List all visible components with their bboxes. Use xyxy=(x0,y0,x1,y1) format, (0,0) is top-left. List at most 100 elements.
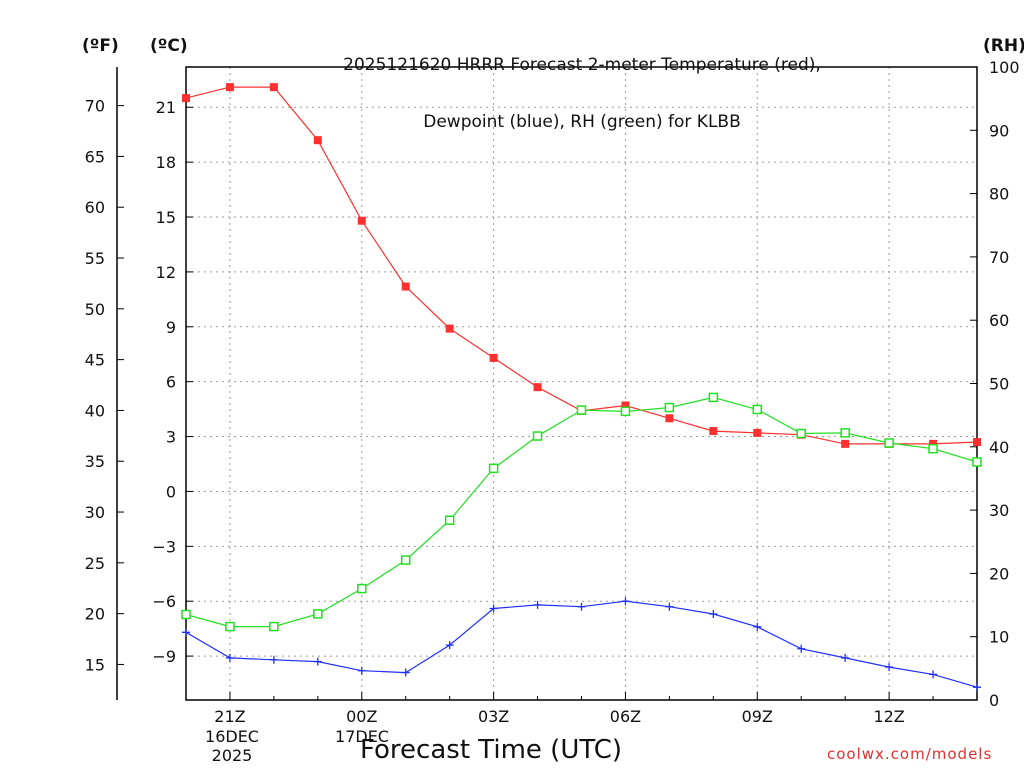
x-tick-label: 06Z xyxy=(610,707,641,726)
rh-point xyxy=(840,428,850,438)
temperature-point xyxy=(841,439,850,448)
dewpoint-point xyxy=(665,602,674,611)
celsius-tick-label: 0 xyxy=(166,482,176,501)
rh-point xyxy=(884,438,894,448)
fahrenheit-tick-label: 35 xyxy=(85,452,105,471)
rh-tick-label: 30 xyxy=(989,501,1009,520)
temperature-point xyxy=(445,324,454,333)
temperature-point xyxy=(709,427,718,436)
rh-tick-label: 50 xyxy=(989,375,1009,394)
temperature-point xyxy=(313,136,322,145)
rh-point xyxy=(488,463,499,474)
temperature-point xyxy=(533,383,542,392)
dewpoint-point xyxy=(357,666,366,675)
dewpoint-point xyxy=(445,641,454,650)
x-tick-label: 12Z xyxy=(873,707,904,726)
rh-tick-label: 40 xyxy=(989,438,1009,457)
celsius-tick-label: 15 xyxy=(156,208,176,227)
rh-point xyxy=(928,443,938,454)
rh-point xyxy=(796,428,806,439)
rh-line xyxy=(185,396,978,628)
temperature-point xyxy=(489,353,498,362)
dewpoint-point xyxy=(929,670,938,679)
fahrenheit-tick-label: 25 xyxy=(85,554,105,573)
fahrenheit-tick-label: 45 xyxy=(85,351,105,370)
dewpoint-point xyxy=(753,622,762,631)
celsius-tick-label: 9 xyxy=(166,318,176,337)
rh-point xyxy=(708,392,719,403)
temperature-point xyxy=(665,414,674,423)
rh-tick-label: 10 xyxy=(989,628,1009,647)
rh-tick-label: 80 xyxy=(989,185,1009,204)
x-tick-label: 03Z xyxy=(478,707,509,726)
rh-point xyxy=(400,555,411,565)
celsius-tick-label: −6 xyxy=(152,592,176,611)
fahrenheit-tick-label: 20 xyxy=(85,605,105,624)
fahrenheit-tick-label: 15 xyxy=(85,655,105,674)
fahrenheit-tick-label: 30 xyxy=(85,503,105,522)
x-axis-title: Forecast Time (UTC) xyxy=(360,735,623,765)
dewpoint-point xyxy=(182,628,190,637)
celsius-tick-label: 21 xyxy=(156,98,176,117)
dewpoint-line xyxy=(185,600,978,688)
temperature-point xyxy=(182,94,190,103)
dewpoint-point xyxy=(709,610,718,619)
rh-point xyxy=(181,609,191,620)
fahrenheit-tick-label: 50 xyxy=(85,300,105,319)
temperature-point xyxy=(929,439,938,448)
temperature-point xyxy=(269,83,278,92)
rh-tick-label: 20 xyxy=(989,564,1009,583)
rh-tick-label: 60 xyxy=(989,311,1009,330)
celsius-tick-label: 3 xyxy=(166,428,176,447)
dewpoint-point xyxy=(797,644,806,653)
temperature-point xyxy=(401,282,410,291)
rh-tick-label: 90 xyxy=(989,121,1009,140)
fahrenheit-tick-label: 65 xyxy=(85,147,105,166)
date-label-day: 16DEC xyxy=(205,727,259,746)
date-label-day: 17DEC xyxy=(335,727,389,746)
temperature-point xyxy=(357,216,366,225)
celsius-tick-label: 18 xyxy=(156,153,176,172)
celsius-tick-label: 12 xyxy=(156,263,176,282)
fahrenheit-tick-label: 55 xyxy=(85,249,105,268)
dewpoint-point xyxy=(489,604,498,613)
chart-title-line-2: Dewpoint (blue), RH (green) for KLBB xyxy=(423,112,741,132)
rh-axis-label: (RH) xyxy=(983,36,1024,56)
dewpoint-point xyxy=(577,602,586,611)
rh-point xyxy=(444,515,455,525)
x-tick-label: 00Z xyxy=(346,707,377,726)
celsius-tick-label: −9 xyxy=(152,647,176,666)
rh-point xyxy=(620,406,631,417)
chart-title: 2025121620 HRRR Forecast 2-meter Tempera… xyxy=(0,18,1024,151)
dewpoint-point xyxy=(885,663,894,672)
rh-point xyxy=(532,431,543,441)
rh-tick-label: 70 xyxy=(989,248,1009,267)
credit-link[interactable]: coolwx.com/models xyxy=(827,745,993,763)
dewpoint-point xyxy=(269,655,278,664)
rh-tick-label: 100 xyxy=(989,58,1020,77)
chart-title-line-1: 2025121620 HRRR Forecast 2-meter Tempera… xyxy=(343,55,821,75)
rh-point xyxy=(972,457,982,467)
fahrenheit-tick-label: 70 xyxy=(85,97,105,116)
rh-point xyxy=(357,583,367,594)
fahrenheit-axis-label: (ºF) xyxy=(82,36,119,56)
celsius-tick-label: −3 xyxy=(152,537,176,556)
temperature-point xyxy=(973,438,981,447)
dewpoint-point xyxy=(401,668,410,677)
x-tick-label: 21Z xyxy=(214,707,245,726)
temperature-point xyxy=(753,428,762,437)
rh-point xyxy=(225,621,235,632)
rh-point xyxy=(664,402,675,413)
dewpoint-point xyxy=(841,653,850,662)
dewpoint-point xyxy=(313,657,322,666)
temperature-point xyxy=(225,83,234,92)
dewpoint-point xyxy=(973,683,981,692)
dewpoint-point xyxy=(225,653,234,662)
celsius-axis-label: (ºC) xyxy=(150,36,188,56)
rh-point xyxy=(752,404,763,415)
rh-point xyxy=(576,405,587,415)
temperature-point xyxy=(621,401,630,410)
fahrenheit-tick-label: 40 xyxy=(85,401,105,420)
celsius-tick-label: 6 xyxy=(166,373,176,392)
